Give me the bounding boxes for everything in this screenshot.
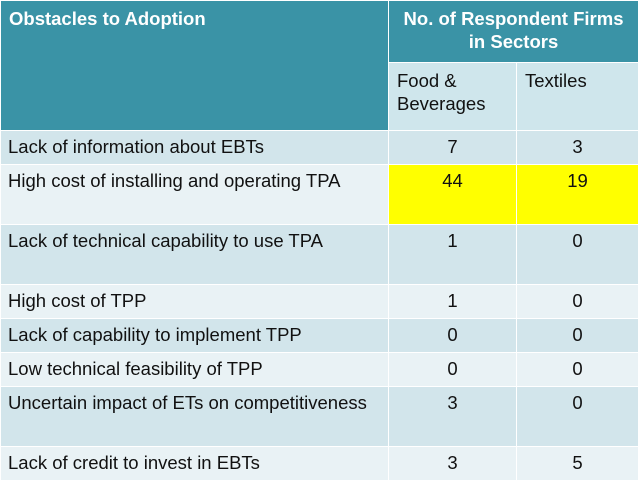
food-beverages-count: 1: [389, 285, 517, 319]
food-beverages-count: 1: [389, 225, 517, 285]
food-beverages-count: 44: [389, 165, 517, 225]
table-row: Lack of technical capability to use TPA …: [1, 225, 638, 285]
header-respondents: No. of Respondent Firms in Sectors: [389, 1, 638, 63]
header-obstacles: Obstacles to Adoption: [1, 1, 389, 131]
table-row: High cost of TPP 1 0: [1, 285, 638, 319]
textiles-count: 0: [517, 387, 638, 447]
food-beverages-count: 0: [389, 353, 517, 387]
header-sector-food-beverages: Food & Beverages: [389, 63, 517, 131]
table-row: High cost of installing and operating TP…: [1, 165, 638, 225]
obstacle-label: High cost of installing and operating TP…: [1, 165, 389, 225]
obstacle-label: Lack of credit to invest in EBTs: [1, 447, 389, 481]
textiles-count: 19: [517, 165, 638, 225]
food-beverages-count: 3: [389, 447, 517, 481]
textiles-count: 5: [517, 447, 638, 481]
obstacle-label: Low technical feasibility of TPP: [1, 353, 389, 387]
obstacle-label: Lack of technical capability to use TPA: [1, 225, 389, 285]
obstacle-label: Uncertain impact of ETs on competitivene…: [1, 387, 389, 447]
header-sector-textiles: Textiles: [517, 63, 638, 131]
textiles-count: 0: [517, 319, 638, 353]
table-row: Lack of capability to implement TPP 0 0: [1, 319, 638, 353]
obstacle-label: High cost of TPP: [1, 285, 389, 319]
food-beverages-count: 3: [389, 387, 517, 447]
textiles-count: 0: [517, 353, 638, 387]
textiles-count: 3: [517, 131, 638, 165]
textiles-count: 0: [517, 225, 638, 285]
table-row: Lack of credit to invest in EBTs 3 5: [1, 447, 638, 481]
table-row: Uncertain impact of ETs on competitivene…: [1, 387, 638, 447]
textiles-count: 0: [517, 285, 638, 319]
table-row: Low technical feasibility of TPP 0 0: [1, 353, 638, 387]
food-beverages-count: 7: [389, 131, 517, 165]
food-beverages-count: 0: [389, 319, 517, 353]
obstacle-label: Lack of information about EBTs: [1, 131, 389, 165]
table-row: Lack of information about EBTs 7 3: [1, 131, 638, 165]
obstacle-label: Lack of capability to implement TPP: [1, 319, 389, 353]
